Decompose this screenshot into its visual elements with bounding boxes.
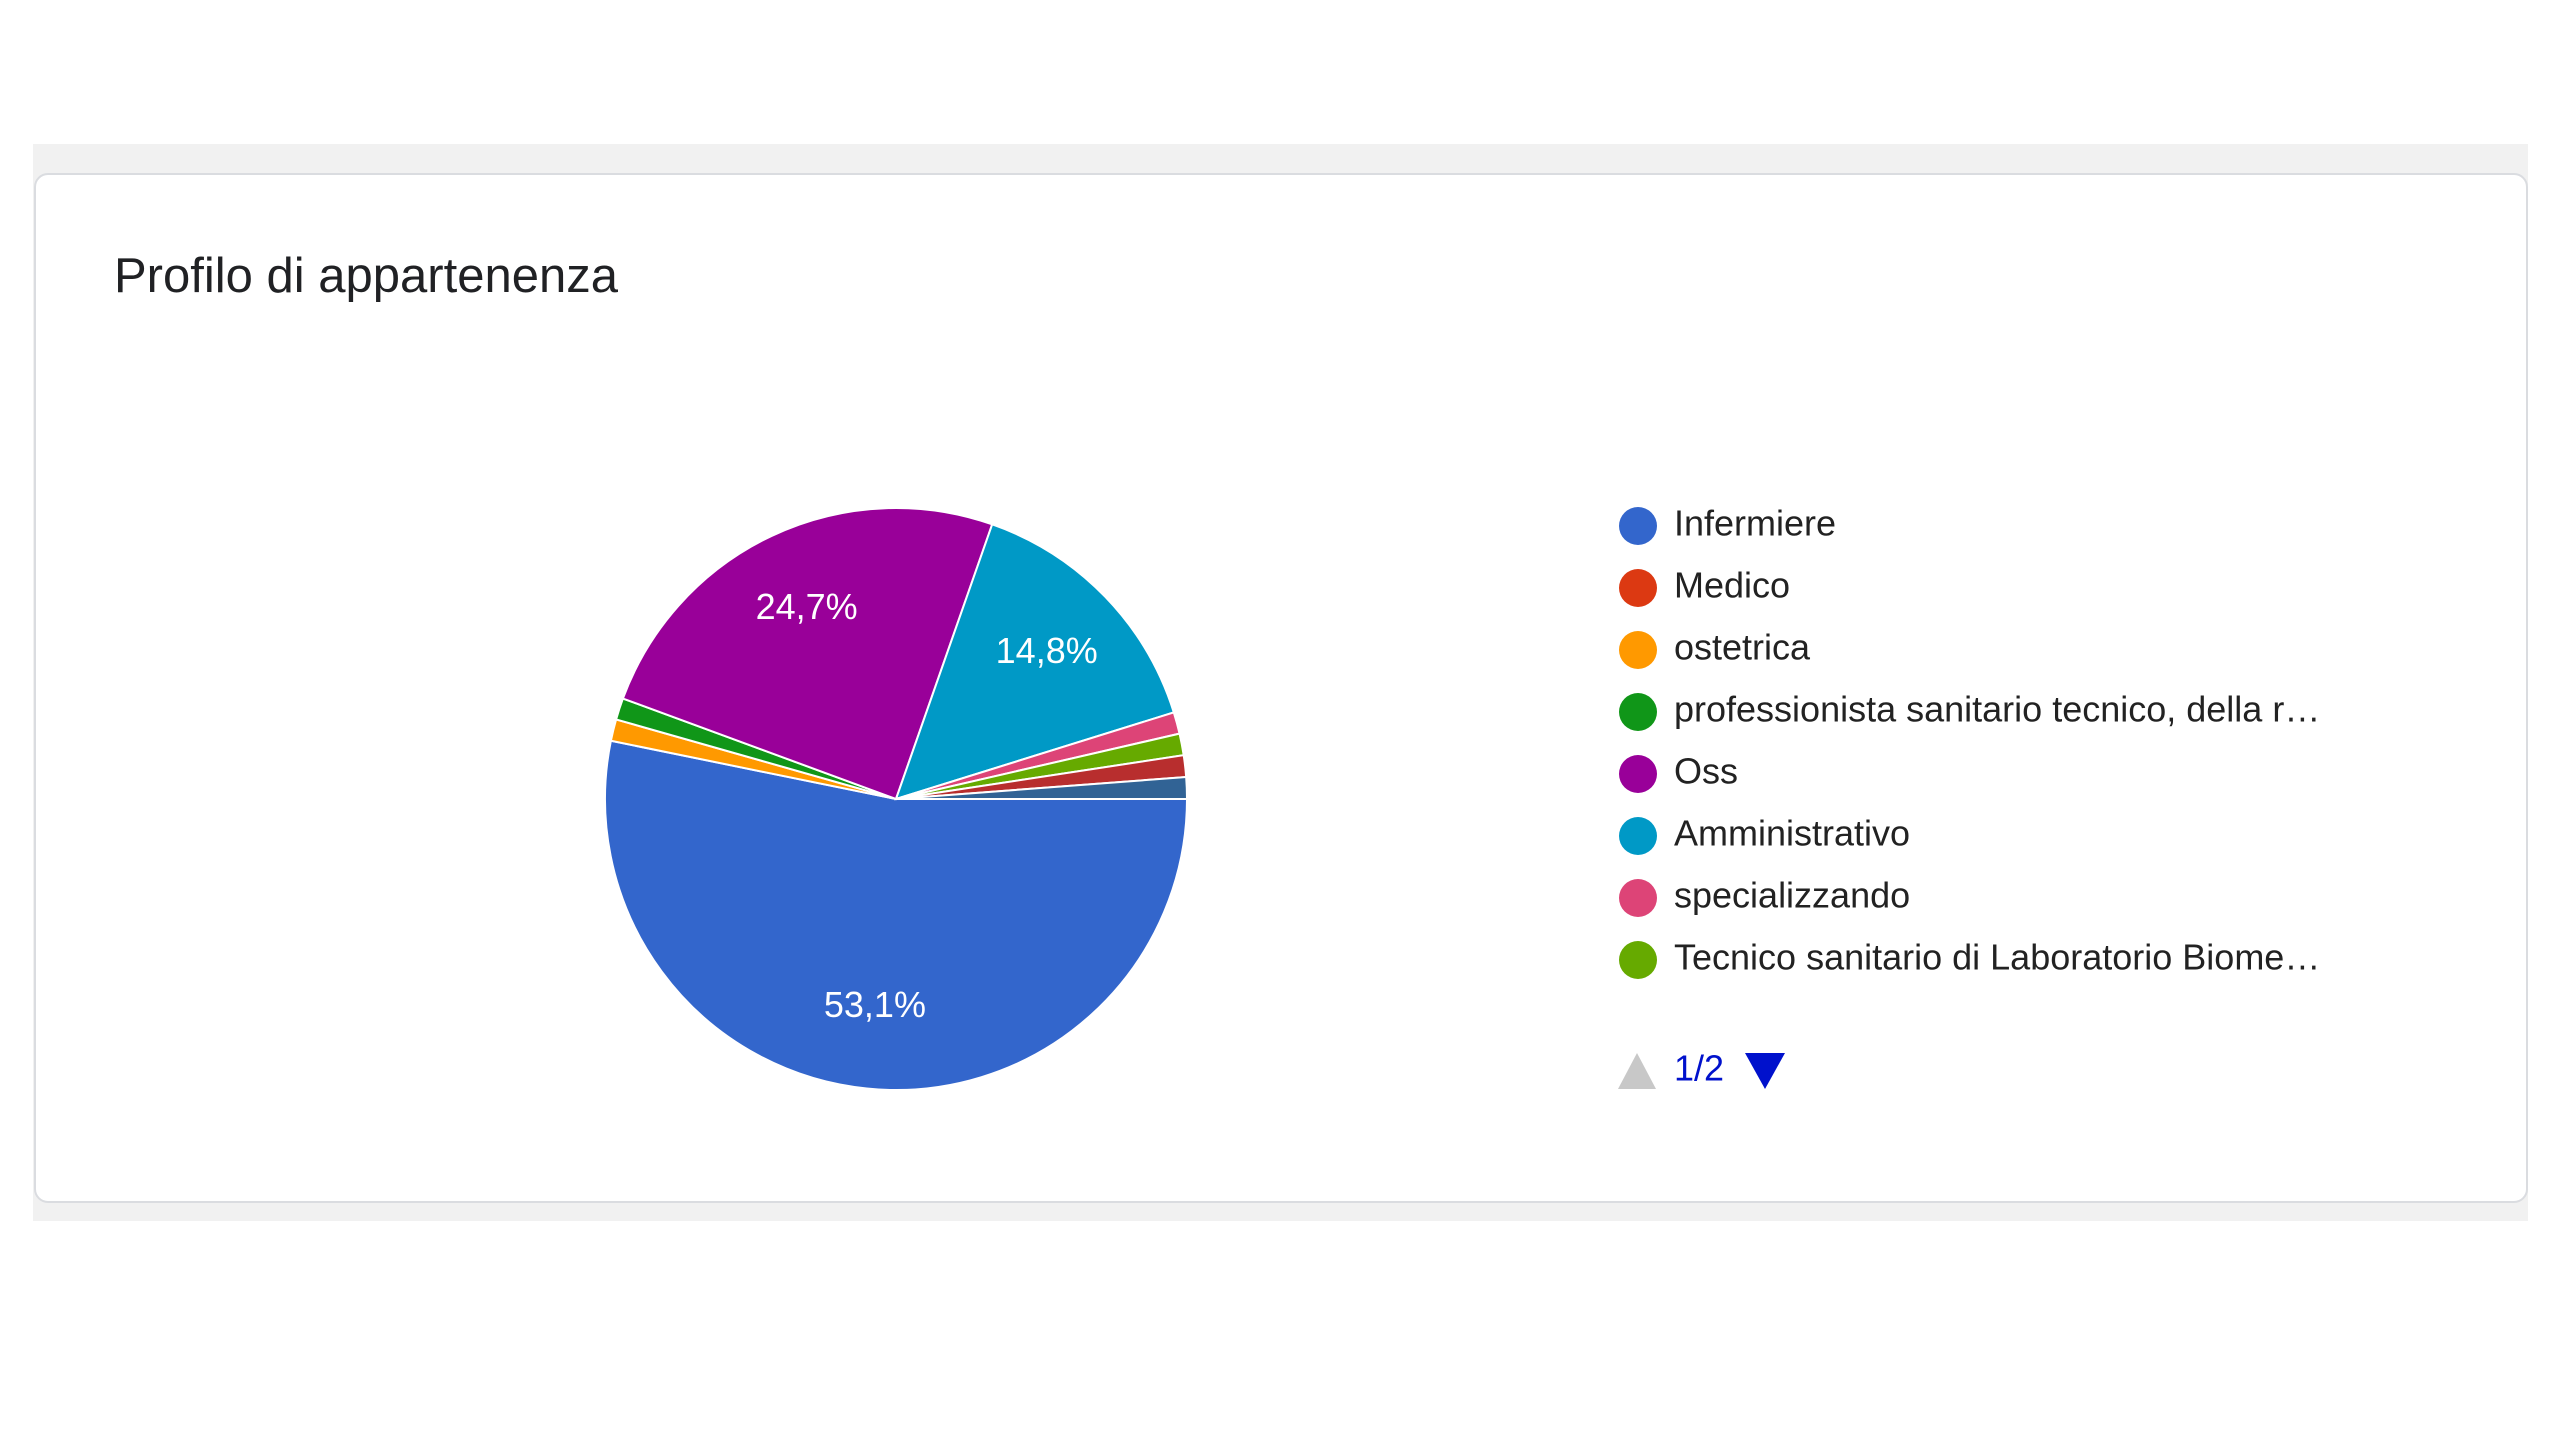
- pie-slice: [621, 507, 994, 801]
- legend-swatch: [1619, 817, 1657, 855]
- legend-label: Medico: [1674, 565, 1790, 606]
- legend-next[interactable]: [1745, 1053, 1785, 1089]
- legend-label: ostetrica: [1674, 627, 1811, 668]
- legend-label: Infermiere: [1674, 503, 1836, 544]
- legend-label: Amministrativo: [1674, 813, 1910, 854]
- chart-card: [34, 173, 2528, 1203]
- slice-label: 14,8%: [996, 630, 1098, 671]
- legend-label: Tecnico sanitario di Laboratorio Biome…: [1674, 937, 2320, 978]
- pie-slice: [894, 523, 1176, 801]
- legend-label: Oss: [1674, 751, 1738, 792]
- legend-page: 1/2: [1674, 1048, 1724, 1089]
- legend-swatch: [1619, 941, 1657, 979]
- legend-swatch: [1619, 879, 1657, 917]
- legend-swatch: [1619, 631, 1657, 669]
- legend-label: professionista sanitario tecnico, della …: [1674, 689, 2320, 730]
- chart-title: Profilo di appartenenza: [114, 249, 619, 303]
- legend-swatch: [1619, 507, 1657, 545]
- slice-label: 53,1%: [824, 984, 926, 1025]
- legend-swatch: [1619, 693, 1657, 731]
- legend-swatch: [1619, 569, 1657, 607]
- legend-prev[interactable]: [1618, 1053, 1656, 1089]
- pie-slice: [895, 775, 1189, 800]
- slice-label: 24,7%: [756, 586, 858, 627]
- legend-swatch: [1619, 755, 1657, 793]
- pie-slice: [604, 739, 1189, 1091]
- legend-label: specializzando: [1674, 875, 1910, 916]
